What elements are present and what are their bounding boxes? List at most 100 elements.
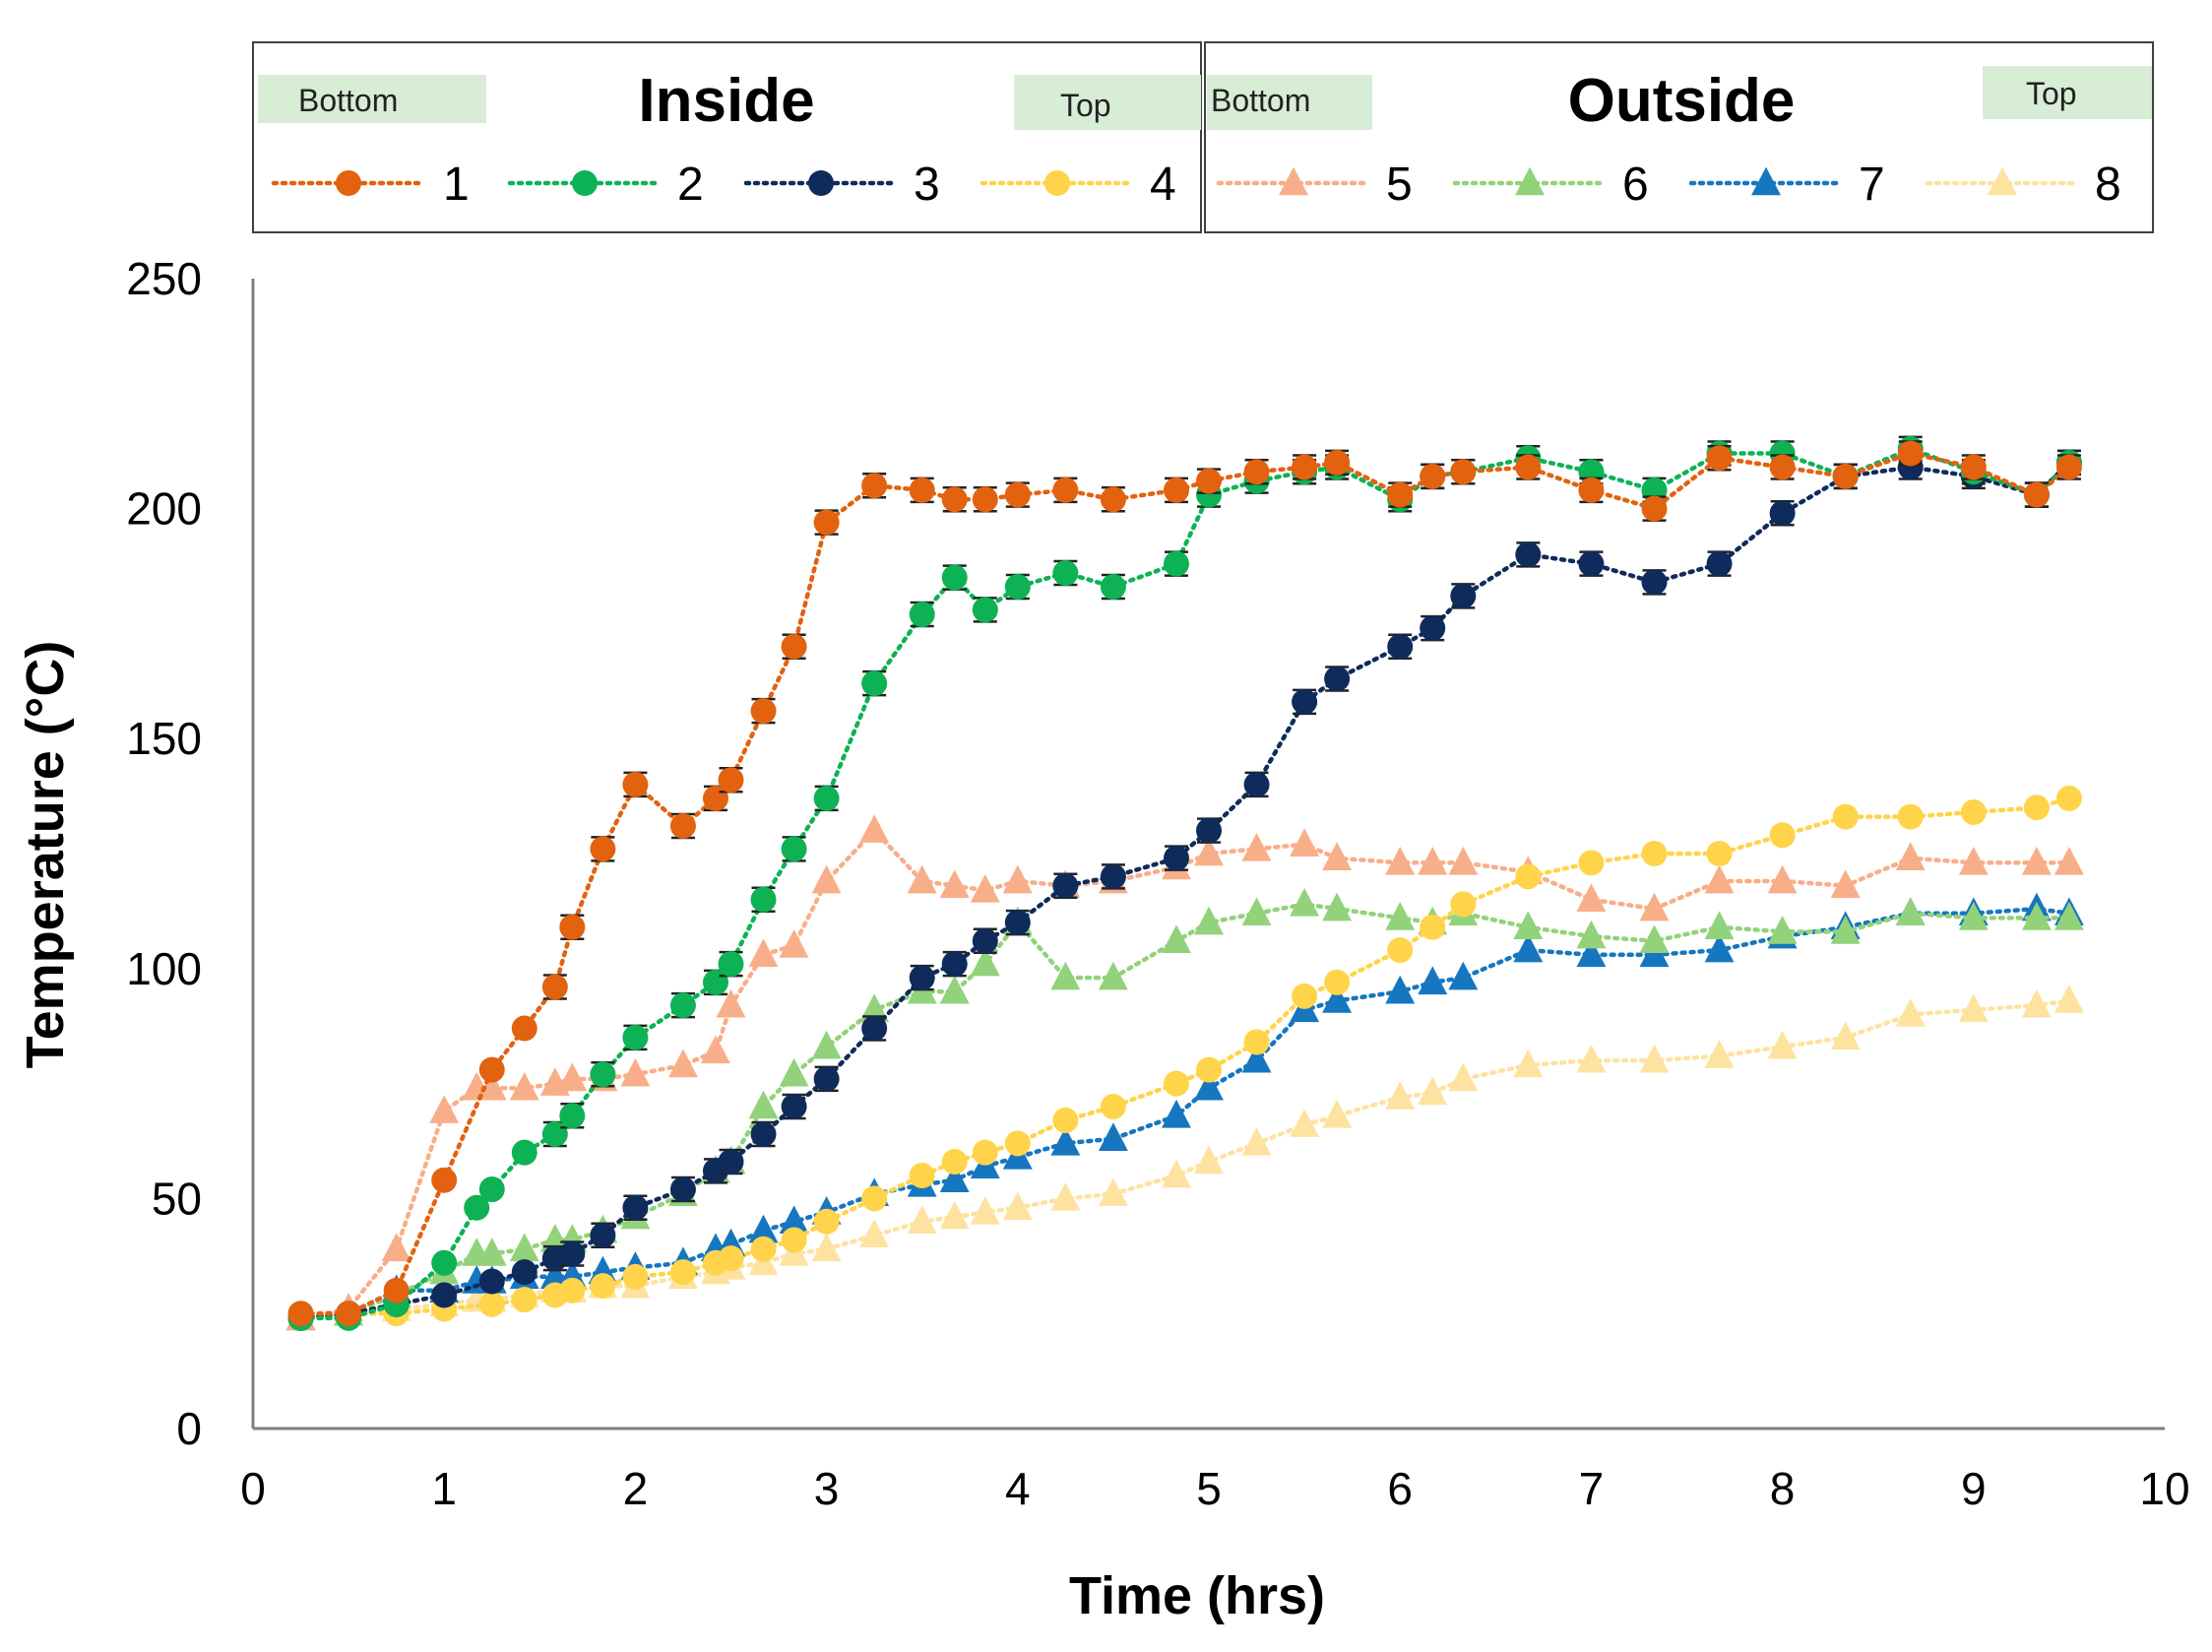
data-point [970,1196,1000,1225]
plot-area [285,435,2084,1331]
data-point [476,1071,507,1101]
data-point [1895,842,1926,870]
legend-inside-bottom-tag [258,75,486,123]
data-point [1241,832,1272,861]
series-1 [287,440,2082,1327]
data-point [559,1103,586,1129]
data-point [1769,822,1796,849]
data-point [429,1095,460,1123]
data-point [2054,985,2084,1013]
data-point [1960,798,1987,825]
x-tick-label: 1 [431,1463,457,1514]
data-point [1704,933,1735,963]
data-point [972,597,998,623]
data-point [859,1219,890,1248]
legend-marker [1279,166,1308,196]
data-point [1322,892,1353,921]
legend-label: 6 [1622,159,1649,211]
data-point [781,1227,807,1253]
data-point [1576,883,1607,913]
data-point [748,1214,779,1243]
data-point [1639,924,1670,954]
legend-outside-top-label: Top [2026,76,2077,111]
data-point [1292,688,1318,715]
y-axis-label: Temperature (°C) [16,641,75,1069]
data-point [1578,477,1605,503]
data-point [1194,1071,1224,1101]
data-point [1162,1099,1191,1128]
data-point [1290,1109,1320,1137]
data-point [1098,1122,1128,1151]
data-point [718,1149,744,1175]
data-point [1243,771,1270,797]
data-point [381,1233,411,1262]
legend-entry-8: 8 [1925,159,2121,211]
data-point [1513,1048,1544,1078]
data-point [1162,924,1191,954]
data-point [1960,454,1987,480]
data-point [509,1071,539,1101]
legend-outside-bottom-label: Bottom [1211,83,1310,118]
data-point [909,965,935,991]
data-point [1706,445,1733,472]
y-tick-label: 250 [126,253,202,304]
data-point [1448,846,1479,875]
data-point [1050,961,1081,990]
data-point [811,1030,842,1059]
legend-entry-5: 5 [1216,159,1413,211]
data-point [1194,837,1224,866]
data-point [1243,459,1270,485]
data-point [1004,1130,1031,1157]
data-point [2021,846,2052,875]
data-point [1769,454,1796,480]
data-point [1420,463,1446,489]
data-point [1387,633,1414,660]
data-point [1162,1159,1191,1188]
data-point [287,1301,314,1327]
data-point [813,1208,840,1235]
x-tick-label: 5 [1196,1463,1222,1514]
data-point [1578,850,1605,876]
data-point [622,771,649,797]
data-point [590,836,616,862]
data-point [1194,1145,1224,1175]
data-point [1639,1044,1670,1073]
data-point [1578,550,1605,577]
legend-marker [808,170,834,196]
data-point [781,1093,807,1119]
data-point [1706,841,1733,866]
data-point [511,1259,537,1286]
legend-label: 2 [677,159,704,211]
data-point [478,1176,505,1203]
data-point [1513,933,1544,963]
data-point [1576,1044,1607,1073]
data-point [909,1163,935,1189]
data-point [1576,938,1607,968]
data-point [622,1263,649,1290]
data-point [1641,841,1668,866]
data-point [1324,969,1351,995]
data-point [1098,961,1128,990]
data-point [1639,892,1670,921]
data-point [590,1061,616,1088]
data-point [939,1164,970,1192]
data-point [1002,1191,1033,1221]
data-point [1241,1044,1272,1073]
data-point [1194,906,1224,935]
data-point [701,1035,730,1064]
data-point [750,886,777,913]
data-point [750,1236,777,1262]
data-point [909,477,935,503]
data-point [1163,845,1189,871]
x-tick-label: 7 [1579,1463,1605,1514]
data-point [2055,785,2082,811]
y-tick-label: 0 [176,1403,202,1454]
data-point [669,992,696,1019]
data-point [1515,541,1542,568]
data-point [811,1233,842,1262]
data-point [1052,872,1079,899]
series-5 [285,814,2084,1331]
